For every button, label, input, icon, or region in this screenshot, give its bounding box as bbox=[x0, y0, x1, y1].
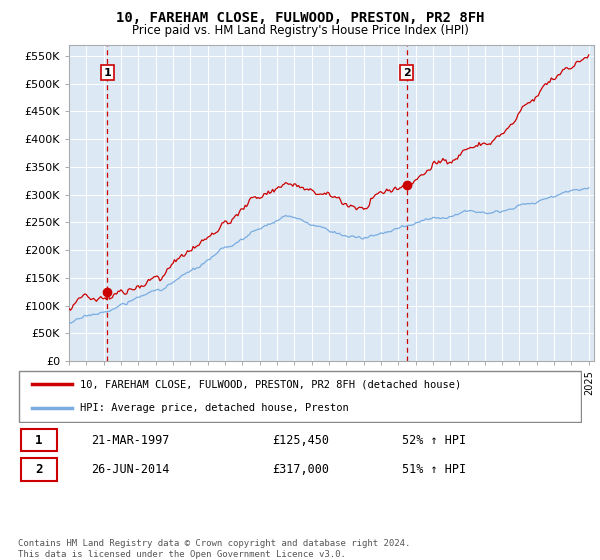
Bar bbox=[21, 458, 58, 480]
Text: £317,000: £317,000 bbox=[272, 463, 329, 476]
Text: 52% ↑ HPI: 52% ↑ HPI bbox=[401, 433, 466, 447]
Text: Contains HM Land Registry data © Crown copyright and database right 2024.
This d: Contains HM Land Registry data © Crown c… bbox=[18, 539, 410, 559]
Text: 26-JUN-2014: 26-JUN-2014 bbox=[91, 463, 170, 476]
Text: Price paid vs. HM Land Registry's House Price Index (HPI): Price paid vs. HM Land Registry's House … bbox=[131, 24, 469, 36]
Text: 21-MAR-1997: 21-MAR-1997 bbox=[91, 433, 170, 447]
Text: 51% ↑ HPI: 51% ↑ HPI bbox=[401, 463, 466, 476]
Bar bbox=[21, 429, 58, 451]
Text: 10, FAREHAM CLOSE, FULWOOD, PRESTON, PR2 8FH (detached house): 10, FAREHAM CLOSE, FULWOOD, PRESTON, PR2… bbox=[80, 380, 461, 390]
Text: 2: 2 bbox=[35, 463, 43, 476]
Text: £125,450: £125,450 bbox=[272, 433, 329, 447]
Text: HPI: Average price, detached house, Preston: HPI: Average price, detached house, Pres… bbox=[80, 403, 349, 413]
Text: 2: 2 bbox=[403, 68, 410, 77]
Text: 1: 1 bbox=[104, 68, 112, 77]
Text: 10, FAREHAM CLOSE, FULWOOD, PRESTON, PR2 8FH: 10, FAREHAM CLOSE, FULWOOD, PRESTON, PR2… bbox=[116, 11, 484, 25]
Text: 1: 1 bbox=[35, 433, 43, 447]
